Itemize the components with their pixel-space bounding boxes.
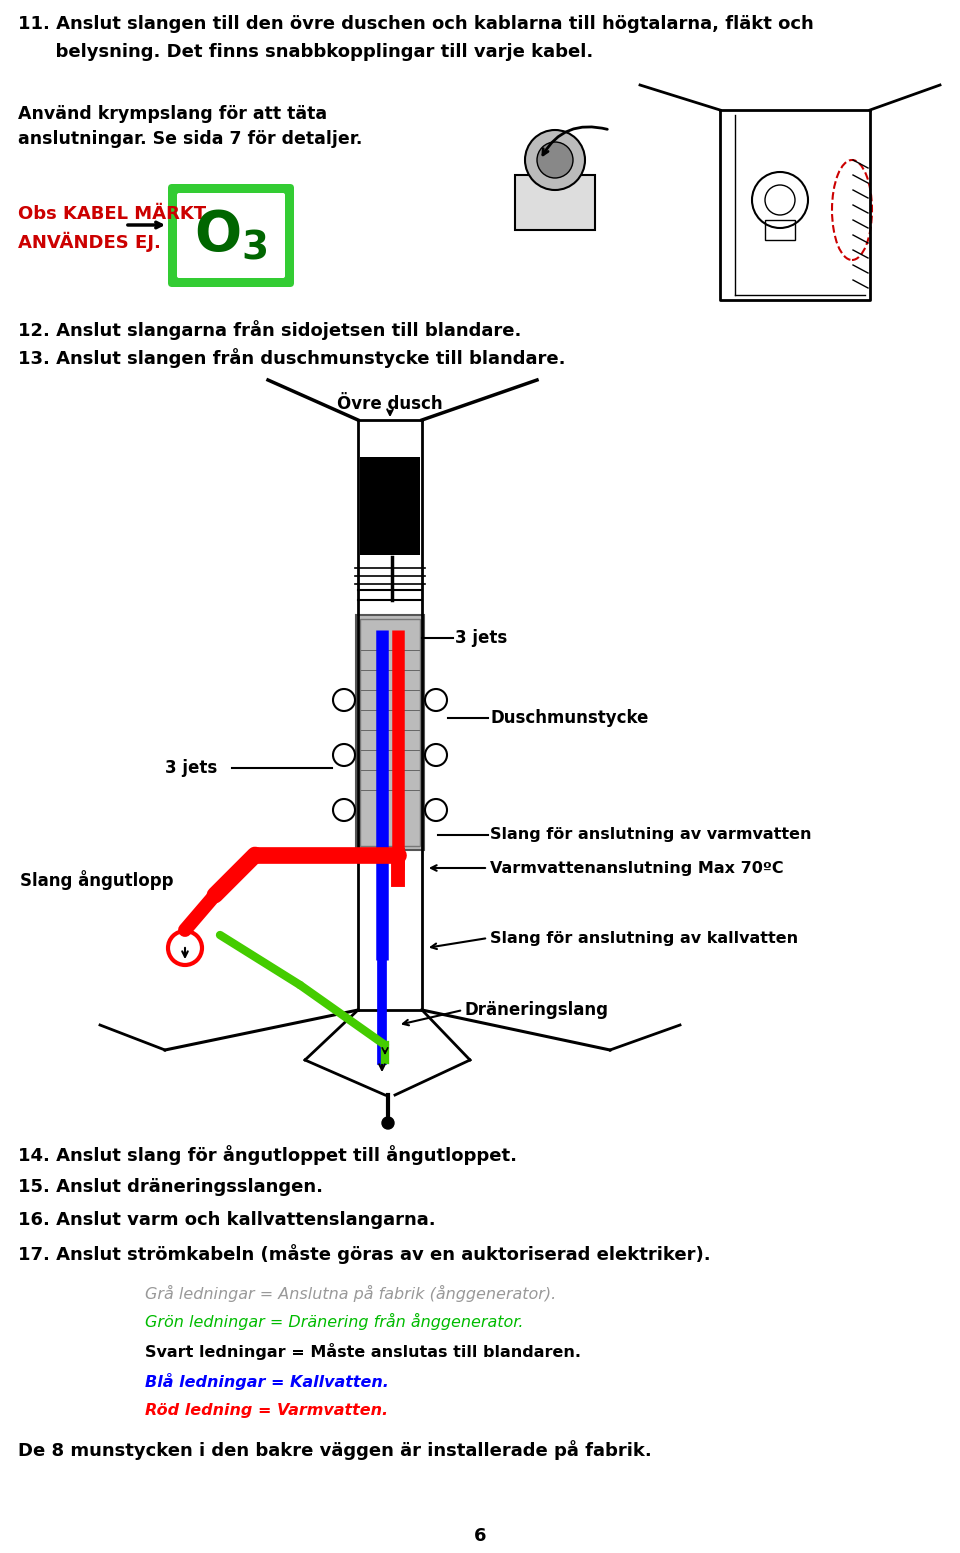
Text: Grön ledningar = Dränering från ånggenerator.: Grön ledningar = Dränering från ånggener… (145, 1312, 523, 1329)
Text: belysning. Det finns snabbkopplingar till varje kabel.: belysning. Det finns snabbkopplingar til… (18, 43, 593, 61)
Text: Varmvattenanslutning Max 70ºC: Varmvattenanslutning Max 70ºC (490, 860, 783, 876)
Text: 3 jets: 3 jets (455, 629, 507, 648)
Circle shape (525, 130, 585, 189)
Text: anslutningar. Se sida 7 för detaljer.: anslutningar. Se sida 7 för detaljer. (18, 130, 362, 148)
Text: 17. Anslut strömkabeln (måste göras av en auktoriserad elektriker).: 17. Anslut strömkabeln (måste göras av e… (18, 1244, 710, 1264)
Text: Slang för anslutning av kallvatten: Slang för anslutning av kallvatten (490, 930, 798, 946)
Circle shape (537, 141, 573, 179)
Text: Slang ångutlopp: Slang ångutlopp (20, 870, 174, 890)
Bar (360, 457, 420, 554)
Circle shape (425, 690, 447, 711)
Text: Obs KABEL MÄRKT: Obs KABEL MÄRKT (18, 205, 206, 224)
Text: Duschmunstycke: Duschmunstycke (490, 710, 648, 727)
Text: 11. Anslut slangen till den övre duschen och kablarna till högtalarna, fläkt och: 11. Anslut slangen till den övre duschen… (18, 16, 814, 33)
Circle shape (333, 798, 355, 822)
Bar (765, 221, 795, 241)
Text: Slang för anslutning av varmvatten: Slang för anslutning av varmvatten (490, 828, 811, 842)
Text: Röd ledning = Varmvatten.: Röd ledning = Varmvatten. (145, 1402, 388, 1418)
Text: 16. Anslut varm och kallvattenslangarna.: 16. Anslut varm och kallvattenslangarna. (18, 1211, 436, 1228)
FancyBboxPatch shape (177, 193, 285, 278)
Text: 15. Anslut dräneringsslangen.: 15. Anslut dräneringsslangen. (18, 1179, 323, 1196)
Text: Övre dusch: Övre dusch (337, 394, 443, 413)
Text: 3 jets: 3 jets (165, 759, 217, 776)
Text: Grå ledningar = Anslutna på fabrik (ånggenerator).: Grå ledningar = Anslutna på fabrik (ångg… (145, 1284, 556, 1301)
Text: De 8 munstycken i den bakre väggen är installerade på fabrik.: De 8 munstycken i den bakre väggen är in… (18, 1440, 652, 1460)
Circle shape (425, 744, 447, 766)
Text: ANVÄNDES EJ.: ANVÄNDES EJ. (18, 231, 161, 252)
Text: 12. Anslut slangarna från sidojetsen till blandare.: 12. Anslut slangarna från sidojetsen til… (18, 320, 521, 340)
Circle shape (333, 690, 355, 711)
Text: Använd krympslang för att täta: Använd krympslang för att täta (18, 106, 327, 123)
Bar (356, 615, 424, 849)
Circle shape (425, 798, 447, 822)
Circle shape (382, 1117, 394, 1129)
Text: 13. Anslut slangen från duschmunstycke till blandare.: 13. Anslut slangen från duschmunstycke t… (18, 348, 565, 368)
Text: $\mathbf{O_3}$: $\mathbf{O_3}$ (194, 208, 268, 262)
FancyBboxPatch shape (168, 183, 294, 287)
Text: 14. Anslut slang för ångutloppet till ångutloppet.: 14. Anslut slang för ångutloppet till ån… (18, 1145, 517, 1165)
Text: Dräneringslang: Dräneringslang (465, 1002, 609, 1019)
Circle shape (333, 744, 355, 766)
Bar (360, 620, 420, 846)
Bar (515, 175, 595, 230)
Text: Blå ledningar = Kallvatten.: Blå ledningar = Kallvatten. (145, 1373, 389, 1390)
Text: Svart ledningar = Måste anslutas till blandaren.: Svart ledningar = Måste anslutas till bl… (145, 1343, 581, 1360)
Text: 6: 6 (473, 1527, 487, 1545)
